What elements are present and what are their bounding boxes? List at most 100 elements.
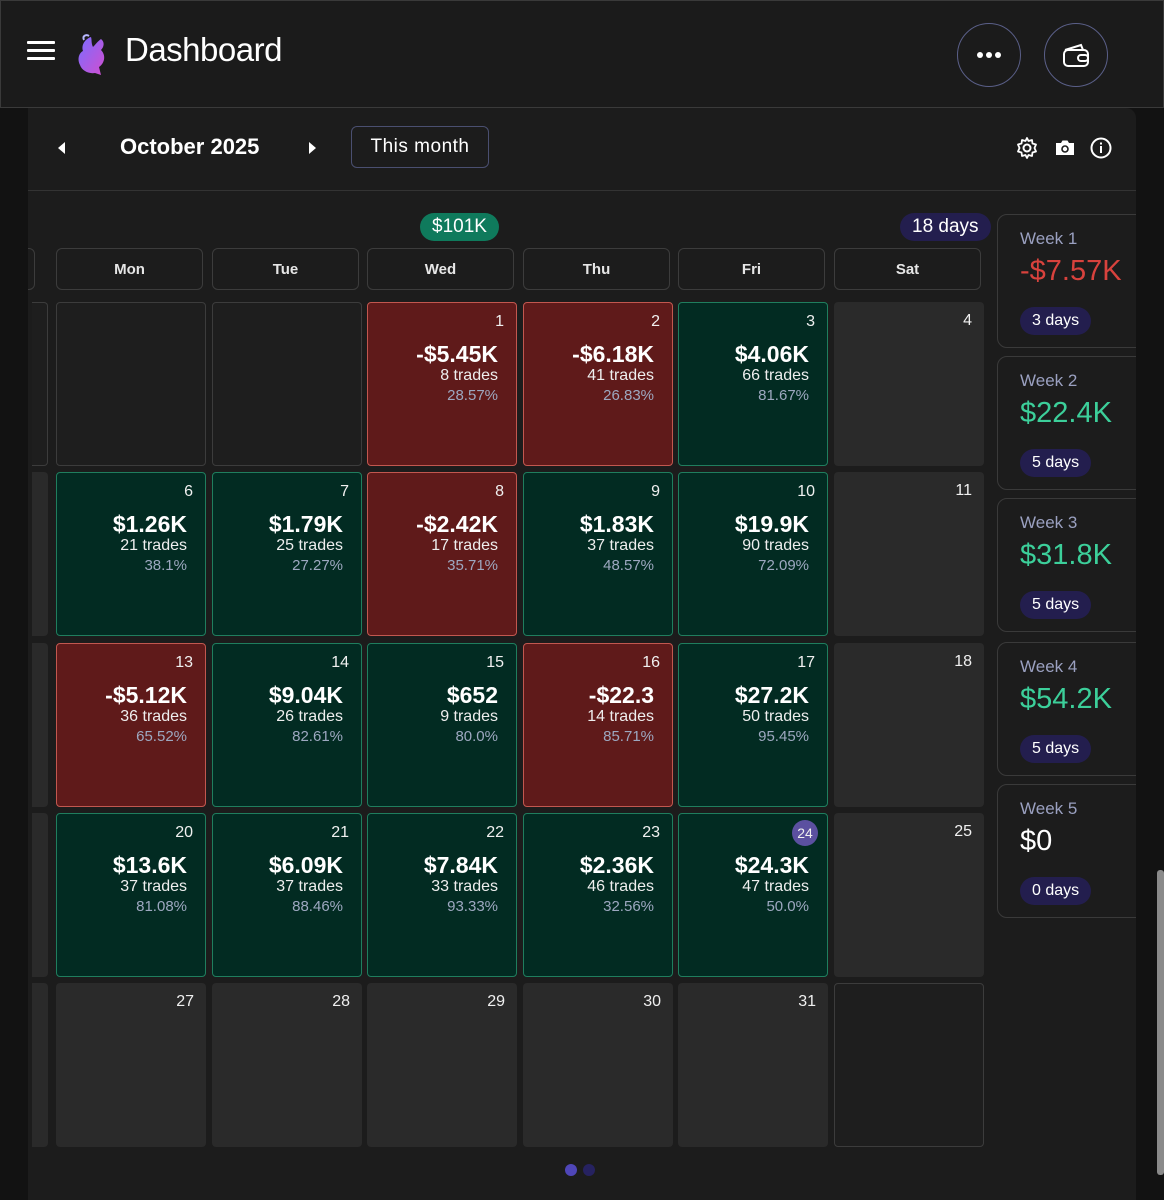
day-cell[interactable]: 20 $13.6K 37 trades 81.08% [56, 813, 206, 977]
page-dot-active[interactable] [565, 1164, 577, 1176]
day-pnl: $652 [446, 682, 498, 708]
previous-month-button[interactable] [52, 138, 72, 158]
day-cell[interactable]: 14 $9.04K 26 trades 82.61% [212, 643, 362, 807]
day-number: 8 [495, 483, 504, 500]
month-label: October 2025 [120, 134, 260, 159]
day-winrate: 85.71% [603, 728, 654, 745]
week-label: Week 2 [1020, 371, 1078, 390]
day-trades: 41 trades [587, 367, 654, 384]
more-button[interactable] [957, 23, 1021, 87]
menu-icon[interactable] [27, 41, 55, 63]
day-pnl: $19.9K [734, 511, 809, 537]
day-cell[interactable]: 18 [834, 643, 984, 807]
day-number: 14 [331, 654, 349, 671]
day-cell[interactable]: 22 $7.84K 33 trades 93.33% [367, 813, 517, 977]
clipped-day-cell[interactable] [32, 643, 48, 807]
clipped-day-cell[interactable] [32, 302, 48, 466]
calendar-panel: October 2025 This month $101K 18 days Mo… [28, 108, 1136, 1200]
week-summary-card[interactable]: Week 5 $0 0 days [997, 784, 1136, 918]
day-cell[interactable]: 25 [834, 813, 984, 977]
day-cell[interactable]: 3 $4.06K 66 trades 81.67% [678, 302, 828, 466]
day-cell[interactable]: 30 [523, 983, 673, 1147]
day-trades: 90 trades [742, 537, 809, 554]
day-cell[interactable]: 7 $1.79K 25 trades 27.27% [212, 472, 362, 636]
day-trades: 36 trades [120, 708, 187, 725]
week-days-badge: 5 days [1020, 449, 1092, 477]
day-cell[interactable]: 21 $6.09K 37 trades 88.46% [212, 813, 362, 977]
day-cell[interactable]: 1 -$5.45K 8 trades 28.57% [367, 302, 517, 466]
day-cell-empty [834, 983, 984, 1147]
camera-icon[interactable] [1053, 136, 1077, 160]
day-header-thu: Thu [523, 248, 670, 290]
week-label: Week 5 [1020, 799, 1078, 818]
scrollbar-thumb[interactable] [1157, 870, 1164, 1175]
this-month-button[interactable]: This month [351, 126, 489, 168]
day-trades: 46 trades [587, 878, 654, 895]
day-number: 28 [332, 993, 350, 1010]
day-number: 20 [175, 824, 193, 841]
clipped-day-cell[interactable] [32, 813, 48, 977]
next-month-button[interactable] [302, 138, 322, 158]
week-summary-card[interactable]: Week 4 $54.2K 5 days [997, 642, 1136, 776]
day-header-wed: Wed [367, 248, 514, 290]
gear-icon[interactable] [1015, 136, 1039, 160]
day-number: 25 [954, 823, 972, 840]
day-cell[interactable]: 10 $19.9K 90 trades 72.09% [678, 472, 828, 636]
top-bar: Dashboard [0, 0, 1164, 108]
clipped-day-cell[interactable] [32, 983, 48, 1147]
clipped-day-cell[interactable] [32, 472, 48, 636]
page-title: Dashboard [125, 31, 282, 68]
day-cell[interactable]: 4 [834, 302, 984, 466]
day-cell[interactable]: 27 [56, 983, 206, 1147]
week-value: $31.8K [1020, 539, 1112, 571]
week-summary-card[interactable]: Week 2 $22.4K 5 days [997, 356, 1136, 490]
week-summary-card[interactable]: Week 3 $31.8K 5 days [997, 498, 1136, 632]
page-dot[interactable] [583, 1164, 595, 1176]
day-header-sat: Sat [834, 248, 981, 290]
day-number: 7 [340, 483, 349, 500]
day-winrate: 95.45% [758, 728, 809, 745]
day-winrate: 48.57% [603, 557, 654, 574]
day-cell[interactable]: 15 $652 9 trades 80.0% [367, 643, 517, 807]
day-cell-empty [56, 302, 206, 466]
day-cell[interactable]: 28 [212, 983, 362, 1147]
day-header-sun [28, 248, 35, 290]
today-badge: 24 [792, 820, 818, 846]
day-number: 11 [955, 482, 972, 499]
day-cell[interactable]: 13 -$5.12K 36 trades 65.52% [56, 643, 206, 807]
day-number: 13 [175, 654, 193, 671]
day-winrate: 27.27% [292, 557, 343, 574]
day-number: 9 [651, 483, 660, 500]
day-cell[interactable]: 23 $2.36K 46 trades 32.56% [523, 813, 673, 977]
day-cell[interactable]: 31 [678, 983, 828, 1147]
info-icon[interactable] [1089, 136, 1113, 160]
day-cell[interactable]: 17 $27.2K 50 trades 95.45% [678, 643, 828, 807]
day-number: 2 [651, 313, 660, 330]
day-trades: 47 trades [742, 878, 809, 895]
day-cell[interactable]: 9 $1.83K 37 trades 48.57% [523, 472, 673, 636]
day-pnl: $13.6K [112, 852, 187, 878]
day-cell[interactable]: 29 [367, 983, 517, 1147]
week-value: -$7.57K [1020, 255, 1122, 287]
day-cell[interactable]: 16 -$22.3 14 trades 85.71% [523, 643, 673, 807]
day-cell[interactable]: 8 -$2.42K 17 trades 35.71% [367, 472, 517, 636]
day-winrate: 88.46% [292, 898, 343, 915]
day-winrate: 28.57% [447, 387, 498, 404]
day-cell-today[interactable]: 24 $24.3K 47 trades 50.0% [678, 813, 828, 977]
week-label: Week 1 [1020, 229, 1078, 248]
week-summary-card[interactable]: Week 1 -$7.57K 3 days [997, 214, 1136, 348]
day-pnl: $4.06K [734, 341, 809, 367]
day-cell[interactable]: 6 $1.26K 21 trades 38.1% [56, 472, 206, 636]
day-cell-empty [212, 302, 362, 466]
day-number: 21 [331, 824, 349, 841]
wallet-button[interactable] [1044, 23, 1108, 87]
day-pnl: $7.84K [423, 852, 498, 878]
day-winrate: 50.0% [766, 898, 809, 915]
day-trades: 37 trades [120, 878, 187, 895]
day-pnl: $1.26K [112, 511, 187, 537]
day-number: 6 [184, 483, 193, 500]
day-cell[interactable]: 2 -$6.18K 41 trades 26.83% [523, 302, 673, 466]
day-trades: 66 trades [742, 367, 809, 384]
day-number: 16 [642, 654, 660, 671]
day-cell[interactable]: 11 [834, 472, 984, 636]
